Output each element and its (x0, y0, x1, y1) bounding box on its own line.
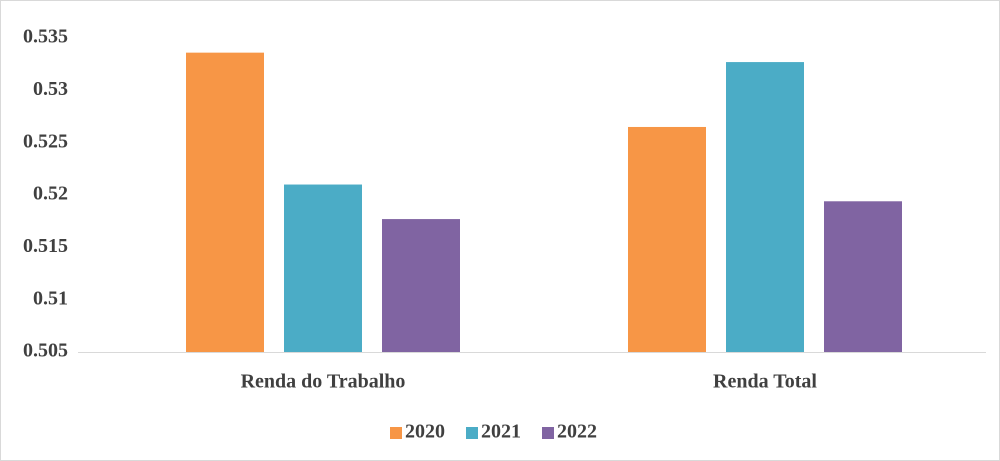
legend-label: 2022 (557, 421, 597, 443)
legend-swatch (542, 427, 554, 439)
y-tick-label: 0.53 (33, 78, 68, 100)
bar (186, 52, 264, 353)
legend-label: 2020 (405, 421, 445, 443)
bar (726, 62, 804, 352)
bar (284, 184, 362, 352)
x-tick-label: Renda Total (713, 371, 817, 393)
y-tick-label: 0.535 (23, 26, 68, 48)
y-tick-label: 0.51 (33, 287, 68, 309)
y-tick-label: 0.525 (23, 130, 68, 152)
bar (628, 126, 706, 352)
y-tick-label: 0.52 (33, 183, 68, 205)
x-tick-label: Renda do Trabalho (241, 371, 406, 393)
y-tick-label: 0.515 (23, 235, 68, 257)
bar (382, 219, 460, 352)
legend-swatch (466, 427, 478, 439)
y-tick-label: 0.505 (23, 340, 68, 362)
legend-swatch (390, 427, 402, 439)
bar (824, 201, 902, 352)
legend-label: 2021 (481, 421, 521, 443)
